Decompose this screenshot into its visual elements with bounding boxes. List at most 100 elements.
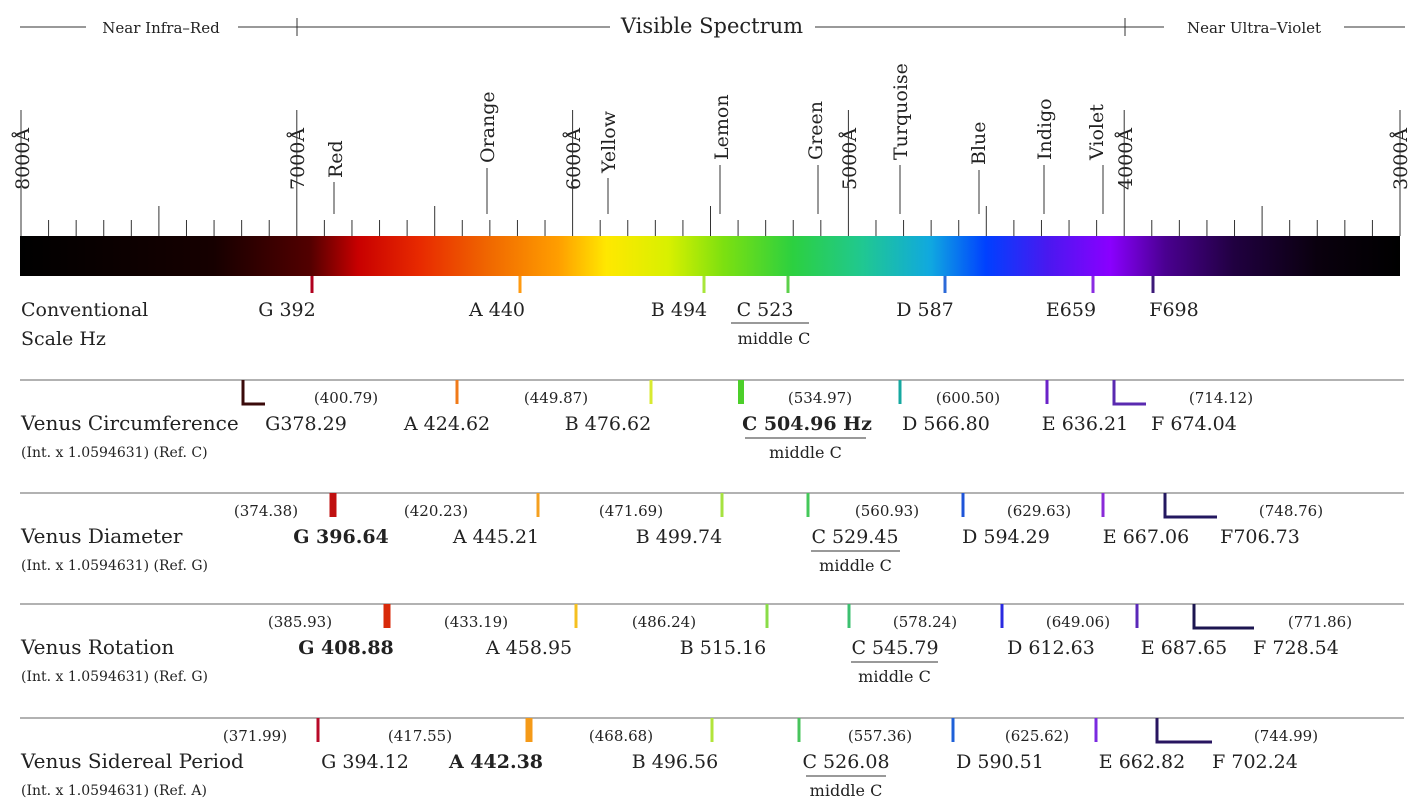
note-label: G 408.88: [298, 637, 394, 659]
interval-value: (600.50): [936, 389, 1000, 407]
note-label: C 504.96 Hz: [742, 413, 872, 435]
note-marker: [1135, 604, 1139, 628]
note-label: F 728.54: [1253, 637, 1339, 659]
note-label: D 612.63: [1007, 637, 1095, 659]
wavelength-label: 6000Å: [563, 128, 585, 190]
note-label: E 662.82: [1099, 751, 1185, 773]
note-marker: [847, 604, 851, 628]
note-label: F 674.04: [1151, 413, 1237, 435]
color-label: Turquoise: [890, 63, 912, 160]
color-label: Orange: [477, 91, 499, 163]
note-marker: [1094, 718, 1098, 742]
note-label: A 442.38: [448, 751, 543, 773]
note-marker: [518, 276, 522, 293]
note-label: D 587: [896, 299, 954, 321]
middle-c-label: middle C: [819, 556, 892, 575]
note-label: F698: [1149, 299, 1198, 321]
color-names: Red Orange Yellow Lemon Green Turquoise …: [325, 63, 1108, 178]
interval-value: (371.99): [223, 727, 287, 745]
note-marker: [649, 380, 653, 404]
note-label: G 392: [258, 299, 315, 321]
note-marker: [1151, 276, 1155, 293]
row-title: Venus Sidereal Period: [20, 749, 244, 773]
note-marker: [574, 604, 578, 628]
interval-value: (400.79): [314, 389, 378, 407]
note-marker: [765, 604, 769, 628]
note-label: B 494: [651, 299, 707, 321]
note-marker: [329, 493, 337, 517]
color-label: Red: [325, 140, 347, 178]
color-label: Green: [805, 101, 827, 160]
wavelength-label: 4000Å: [1115, 128, 1137, 190]
interval-value: (578.24): [893, 613, 957, 631]
row-title: Venus Diameter: [20, 524, 183, 548]
tick-marks: [20, 110, 1401, 236]
spectrum-bar: [20, 236, 1400, 276]
middle-c-label: middle C: [810, 781, 883, 800]
note-label: D 590.51: [956, 751, 1044, 773]
note-marker: [241, 380, 265, 406]
color-label: Violet: [1086, 104, 1108, 161]
interval-value: (748.76): [1259, 502, 1323, 520]
note-marker: [720, 493, 724, 517]
note-marker: [898, 380, 902, 404]
row-title: Venus Rotation: [20, 635, 174, 659]
row-subtitle: (Int. x 1.0594631) (Ref. C): [21, 445, 208, 461]
note-marker: [1192, 604, 1254, 630]
note-marker: [951, 718, 955, 742]
interval-value: (744.99): [1254, 727, 1318, 745]
interval-value: (534.97): [788, 389, 852, 407]
wavelength-scale: 8000Å 7000Å 6000Å 5000Å 4000Å 3000Å: [12, 128, 1411, 190]
interval-value: (420.23): [404, 502, 468, 520]
row-title: Venus Circumference: [20, 411, 239, 435]
note-marker: [1000, 604, 1004, 628]
note-label: A 440: [468, 299, 525, 321]
note-label: A 458.95: [485, 637, 572, 659]
note-label: B 496.56: [632, 751, 718, 773]
color-label: Blue: [968, 121, 990, 165]
interval-value: (374.38): [234, 502, 298, 520]
note-marker: [1101, 493, 1105, 517]
interval-value: (449.87): [524, 389, 588, 407]
note-marker: [710, 718, 714, 742]
interval-value: (714.12): [1189, 389, 1253, 407]
color-label: Yellow: [598, 110, 620, 174]
note-label: E 636.21: [1042, 413, 1128, 435]
middle-c-label: middle C: [858, 667, 931, 686]
note-label: G 396.64: [293, 526, 389, 548]
note-marker: [316, 718, 320, 742]
note-label: C 526.08: [802, 751, 889, 773]
note-marker: [702, 276, 706, 293]
near-infrared-label: Near Infra–Red: [102, 19, 220, 37]
venus-rows: Venus Circumference (Int. x 1.0594631) (R…: [20, 379, 1404, 800]
venus-row: Venus Sidereal Period (Int. x 1.0594631) …: [20, 717, 1404, 800]
note-marker: [525, 718, 533, 742]
venus-row: Venus Circumference (Int. x 1.0594631) (R…: [20, 379, 1404, 462]
wavelength-label: 8000Å: [12, 128, 34, 190]
note-marker: [1155, 718, 1212, 744]
interval-value: (417.55): [388, 727, 452, 745]
note-label: C 529.45: [811, 526, 898, 548]
note-label: A 424.62: [403, 413, 490, 435]
note-marker: [806, 493, 810, 517]
row-subtitle: (Int. x 1.0594631) (Ref. G): [21, 558, 208, 574]
color-pointers: [333, 165, 1104, 214]
interval-value: (560.93): [855, 502, 919, 520]
note-label: G 394.12: [321, 751, 409, 773]
interval-value: (486.24): [632, 613, 696, 631]
middle-c-label: middle C: [738, 329, 811, 348]
note-label: A 445.21: [452, 526, 539, 548]
color-label: Lemon: [711, 94, 733, 160]
note-label: G378.29: [265, 413, 347, 435]
interval-value: (385.93): [268, 613, 332, 631]
wavelength-label: 5000Å: [839, 128, 861, 190]
note-label: D 566.80: [902, 413, 990, 435]
note-marker: [383, 604, 391, 628]
wavelength-label: 7000Å: [287, 128, 309, 190]
note-label: B 476.62: [565, 413, 651, 435]
note-marker: [1091, 276, 1095, 293]
note-label: C 545.79: [851, 637, 938, 659]
note-label: E 687.65: [1141, 637, 1227, 659]
note-marker: [738, 380, 744, 404]
